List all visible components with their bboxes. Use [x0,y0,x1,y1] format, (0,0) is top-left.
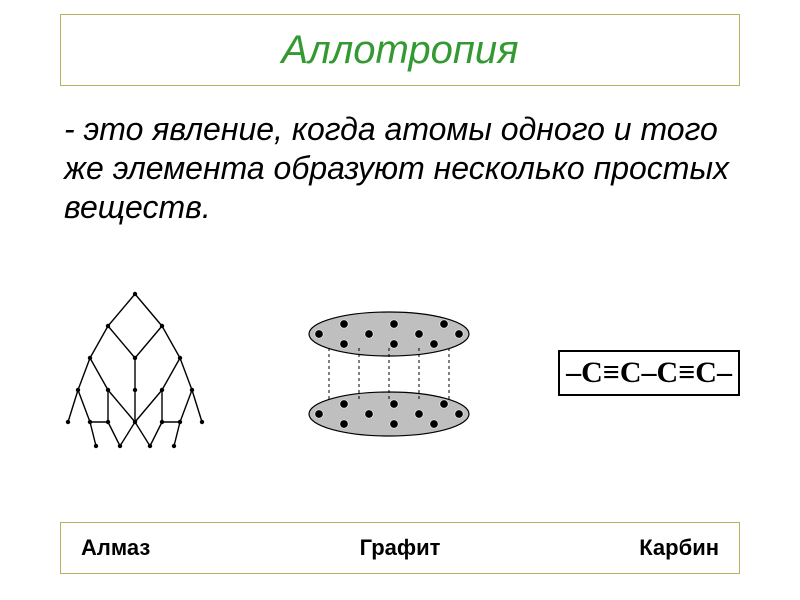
definition-text: - это явление, когда атомы одного и того… [64,110,744,227]
diagrams-row: –C≡C–C≡C– [60,278,740,468]
title-box: Аллотропия [60,14,740,86]
labels-box: Алмаз Графит Карбин [60,522,740,574]
diamond-diagram [60,286,220,461]
carbyne-diagram: –C≡C–C≡C– [558,350,740,396]
labels-row: Алмаз Графит Карбин [81,535,719,561]
graphite-layers-icon [289,296,489,451]
carbyne-formula: –C≡C–C≡C– [558,350,740,396]
label-diamond: Алмаз [81,535,294,561]
label-graphite: Графит [294,535,507,561]
page-title: Аллотропия [281,28,518,73]
diamond-lattice-icon [60,286,220,461]
graphite-diagram [289,296,489,451]
label-carbyne: Карбин [506,535,719,561]
